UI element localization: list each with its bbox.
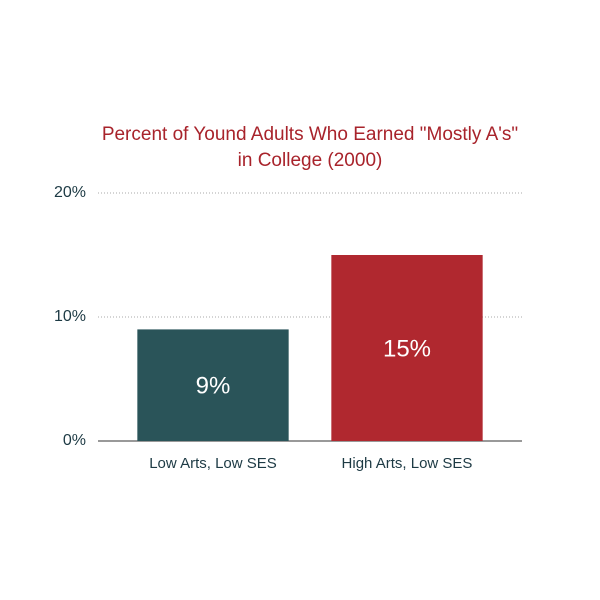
y-tick-label: 0% bbox=[63, 432, 86, 449]
value-label: 9% bbox=[196, 373, 231, 400]
bar bbox=[137, 329, 289, 441]
y-tick-label: 10% bbox=[54, 308, 86, 325]
value-label: 15% bbox=[383, 335, 431, 362]
bar bbox=[331, 255, 483, 441]
y-tick-label: 20% bbox=[54, 184, 86, 201]
chart-title: Percent of Yound Adults Who Earned "Most… bbox=[101, 124, 519, 171]
x-tick-label: High Arts, Low SES bbox=[342, 455, 473, 472]
x-tick-label: Low Arts, Low SES bbox=[149, 455, 277, 472]
